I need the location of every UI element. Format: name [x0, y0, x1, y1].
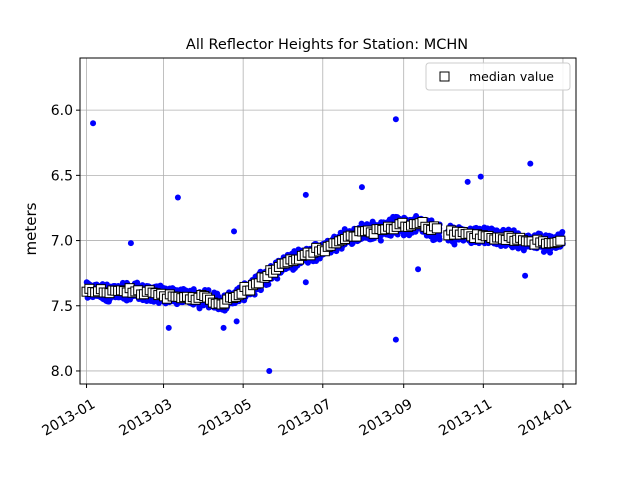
- y-tick-label: 8.0: [51, 364, 73, 380]
- reflector-height-outlier: [477, 173, 484, 180]
- grid-lines: [80, 58, 576, 384]
- reflector-height-outlier: [90, 120, 97, 127]
- reflector-height-point: [547, 249, 554, 256]
- reflector-height-point: [436, 233, 443, 240]
- reflector-height-outlier: [127, 240, 134, 247]
- median-value-marker: [431, 223, 442, 234]
- y-tick-label: 7.0: [51, 234, 73, 250]
- x-tick-label: 2013-01: [39, 396, 98, 439]
- reflector-height-outlier: [302, 191, 309, 198]
- x-tick-label: 2013-11: [436, 396, 495, 439]
- x-tick-label: 2013-09: [357, 396, 416, 439]
- reflector-height-outlier: [358, 184, 365, 191]
- legend-median-marker: [439, 71, 450, 82]
- reflector-height-outlier: [464, 178, 471, 185]
- reflector-height-point: [155, 300, 162, 307]
- legend-label: median value: [469, 69, 554, 84]
- reflector-height-outlier: [231, 228, 238, 235]
- reflector-height-point: [377, 237, 384, 244]
- reflector-height-outlier: [522, 272, 529, 279]
- reflector-height-outlier: [233, 318, 240, 325]
- y-tick-label: 6.0: [51, 103, 73, 119]
- legend: median value: [425, 62, 571, 91]
- median-value-marker: [555, 235, 566, 246]
- x-tick-label: 2013-05: [196, 396, 255, 439]
- reflector-height-outlier: [527, 160, 534, 167]
- reflector-height-point: [559, 229, 566, 236]
- y-tick-label: 7.5: [51, 299, 73, 315]
- reflector-height-outlier: [302, 279, 309, 286]
- reflector-height-outlier: [415, 266, 422, 273]
- reflector-height-outlier: [392, 116, 399, 123]
- reflector-height-outlier: [392, 336, 399, 343]
- x-tick-label: 2013-03: [116, 396, 175, 439]
- y-tick-label: 6.5: [51, 168, 73, 184]
- reflector-height-outlier: [174, 194, 181, 201]
- x-tick-label: 2014-01: [516, 396, 575, 439]
- x-axis-ticks: 2013-01 2013-03 2013-05 2013-07 2013-09 2013-…: [39, 384, 575, 439]
- plot-area-border: [79, 57, 577, 385]
- y-axis-label: meters: [22, 202, 40, 255]
- chart-title: All Reflector Heights for Station: MCHN: [186, 37, 468, 53]
- median-value-points: [81, 216, 566, 310]
- legend-box: [425, 62, 571, 91]
- y-axis-ticks: 6.0 6.5 7.0 7.5 8.0: [51, 103, 80, 380]
- x-tick-label: 2013-07: [276, 396, 335, 439]
- plot-frame: [79, 57, 577, 385]
- reflector-height-outlier: [165, 324, 172, 331]
- reflector-height-outlier: [266, 367, 273, 374]
- reflector-height-outlier: [220, 324, 227, 331]
- reflector-height-point: [265, 281, 272, 288]
